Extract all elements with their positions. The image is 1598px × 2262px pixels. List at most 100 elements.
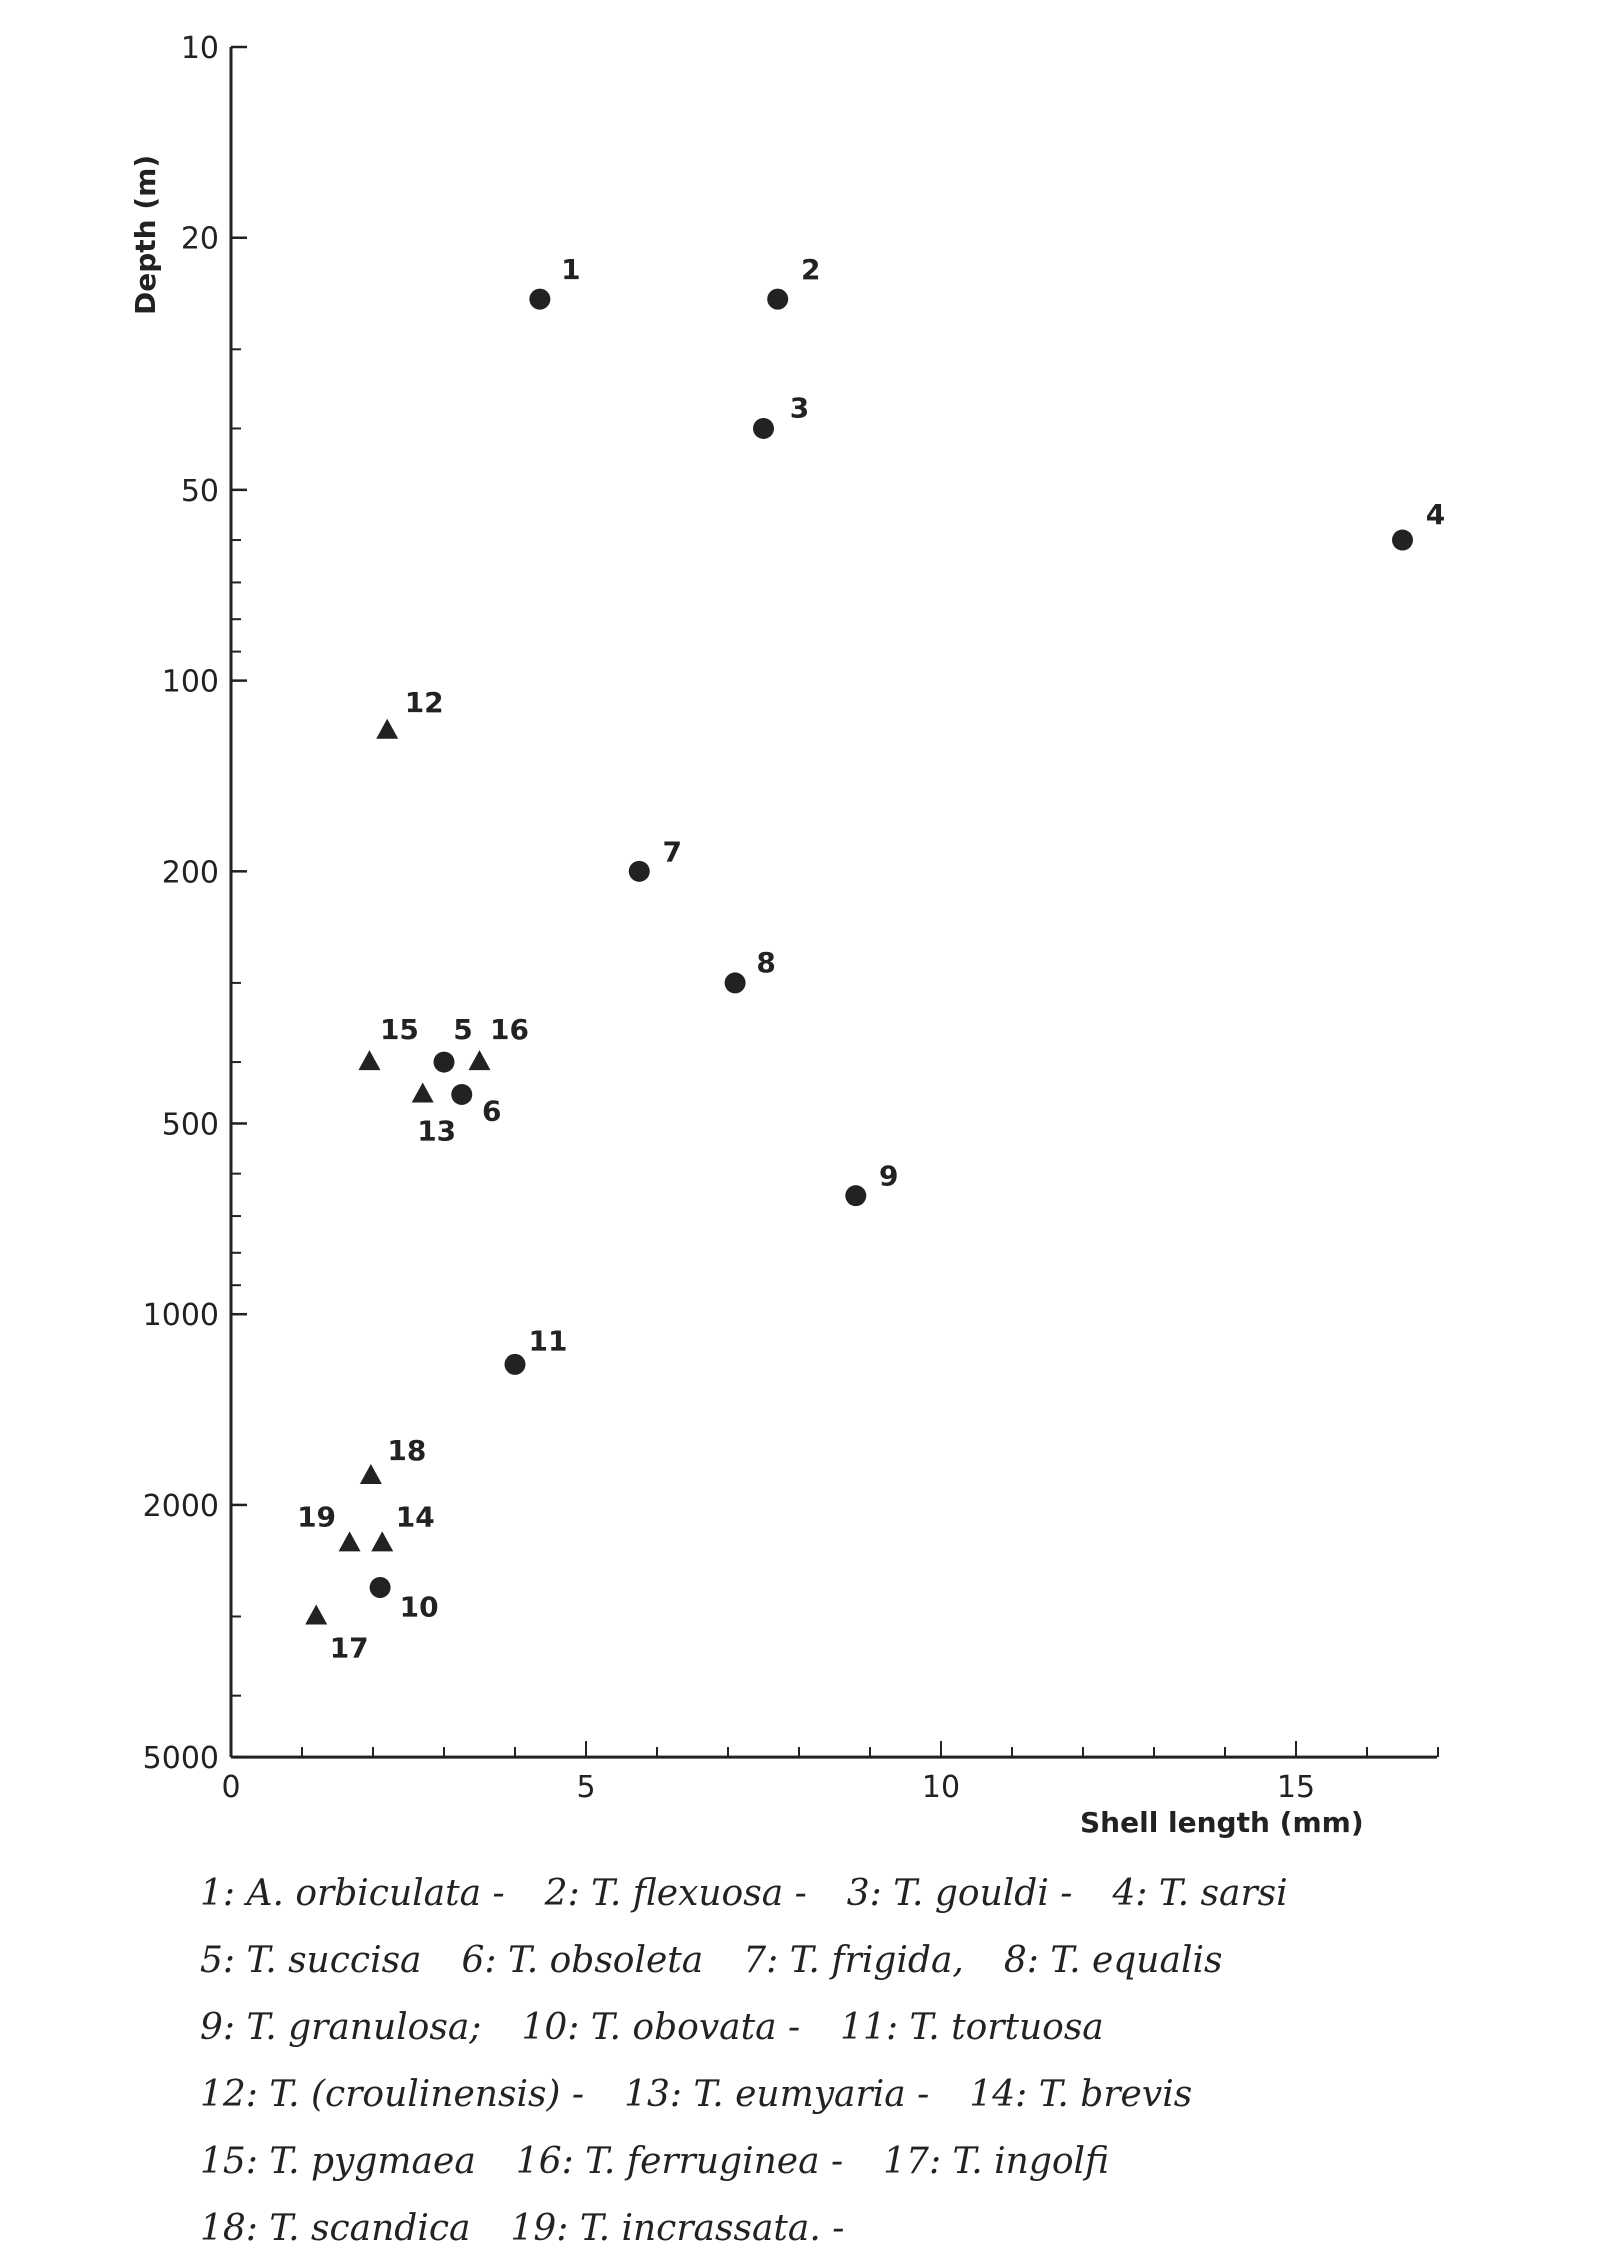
legend-line: 1: A. orbiculata - 2: T. flexuosa - 3: T. … xyxy=(200,1860,1550,1927)
data-point: 17 xyxy=(305,1604,369,1665)
legend-item: 11: T. tortuosa xyxy=(840,2007,1104,2048)
data-point: 12 xyxy=(376,686,444,739)
triangle-marker xyxy=(359,1463,382,1484)
data-point: 1 xyxy=(529,253,581,310)
legend-item: 5: T. succisa xyxy=(200,1940,422,1981)
point-label: 2 xyxy=(801,253,820,286)
point-label: 5 xyxy=(453,1013,472,1046)
point-label: 7 xyxy=(663,835,682,868)
y-tick-label: 20 xyxy=(181,222,219,257)
data-point: 19 xyxy=(297,1500,361,1552)
point-label: 14 xyxy=(396,1500,435,1533)
y-tick-label: 200 xyxy=(162,855,219,890)
legend-line: 18: T. scandica 19: T. incrassata. - xyxy=(200,2195,1550,2262)
point-label: 13 xyxy=(417,1114,456,1147)
legend-item: 1: A. orbiculata - xyxy=(200,1873,505,1914)
circle-marker xyxy=(767,288,789,310)
data-point: 16 xyxy=(468,1013,529,1071)
data-point: 3 xyxy=(753,391,809,439)
legend-item: 13: T. eumyaria - xyxy=(624,2074,930,2115)
point-label: 8 xyxy=(756,946,775,979)
data-point: 18 xyxy=(359,1434,426,1484)
legend-item: 3: T. gouldi - xyxy=(846,1873,1073,1914)
point-label: 3 xyxy=(790,391,809,424)
y-tick-label: 50 xyxy=(181,474,219,509)
handwritten-species-legend: 1: A. orbiculata - 2: T. flexuosa - 3: T. … xyxy=(200,1860,1550,2262)
circle-marker xyxy=(845,1185,867,1207)
legend-line: 15: T. pygmaea 16: T. ferruginea - 17: T. … xyxy=(200,2128,1550,2195)
point-label: 15 xyxy=(380,1013,419,1046)
legend-item: 9: T. granulosa; xyxy=(200,2007,482,2048)
data-point: 7 xyxy=(628,835,682,882)
legend-item: 19: T. incrassata. - xyxy=(510,2208,845,2249)
triangle-marker xyxy=(376,718,399,739)
circle-marker xyxy=(369,1577,391,1599)
legend-item: 8: T. equalis xyxy=(1003,1940,1223,1981)
legend-item: 4: T. sarsi xyxy=(1112,1873,1288,1914)
circle-marker xyxy=(529,288,551,310)
data-point: 9 xyxy=(845,1160,899,1207)
point-label: 11 xyxy=(529,1324,568,1357)
point-label: 18 xyxy=(387,1434,426,1467)
point-label: 16 xyxy=(490,1013,529,1046)
data-point: 5 xyxy=(433,1013,473,1073)
circle-marker xyxy=(724,972,746,994)
x-tick-label: 10 xyxy=(922,1770,960,1805)
triangle-marker xyxy=(358,1050,381,1071)
legend-item: 2: T. flexuosa - xyxy=(544,1873,807,1914)
data-point: 11 xyxy=(504,1324,568,1375)
point-label: 1 xyxy=(561,253,580,286)
data-point: 14 xyxy=(371,1500,435,1552)
point-label: 12 xyxy=(405,686,444,719)
circle-marker xyxy=(433,1051,455,1073)
legend-item: 12: T. (croulinensis) - xyxy=(200,2074,585,2115)
point-label: 19 xyxy=(297,1500,336,1533)
y-tick-label: 100 xyxy=(162,665,219,700)
x-tick-label: 0 xyxy=(221,1770,240,1805)
legend-line: 5: T. succisa 6: T. obsoleta 7: T. frigida… xyxy=(200,1927,1550,1994)
x-axis-title: Shell length (mm) xyxy=(1080,1806,1364,1839)
legend-item: 10: T. obovata - xyxy=(521,2007,801,2048)
triangle-marker xyxy=(305,1604,328,1625)
data-point: 15 xyxy=(358,1013,419,1071)
y-tick-label: 5000 xyxy=(143,1741,219,1776)
y-tick-label: 1000 xyxy=(143,1298,219,1333)
legend-item: 17: T. ingolfi xyxy=(883,2141,1110,2182)
point-label: 4 xyxy=(1426,498,1445,531)
circle-marker xyxy=(451,1083,473,1105)
legend-item: 16: T. ferruginea - xyxy=(515,2141,844,2182)
x-tick-label: 15 xyxy=(1277,1770,1315,1805)
data-point: 2 xyxy=(767,253,820,310)
legend-item: 7: T. frigida, xyxy=(743,1940,964,1981)
y-tick-label: 500 xyxy=(162,1107,219,1142)
data-point: 8 xyxy=(724,946,776,994)
data-point: 10 xyxy=(369,1577,439,1624)
legend-item: 18: T. scandica xyxy=(200,2208,471,2249)
circle-marker xyxy=(504,1353,526,1375)
legend-line: 12: T. (croulinensis) - 13: T. eumyaria -… xyxy=(200,2061,1550,2128)
y-tick-label: 10 xyxy=(181,31,219,66)
point-label: 6 xyxy=(482,1094,501,1127)
triangle-marker xyxy=(468,1050,491,1071)
y-tick-label: 2000 xyxy=(143,1489,219,1524)
y-axis-title: Depth (m) xyxy=(129,155,162,315)
data-point: 13 xyxy=(411,1082,456,1147)
legend-item: 14: T. brevis xyxy=(969,2074,1193,2115)
point-label: 10 xyxy=(400,1591,439,1624)
triangle-marker xyxy=(338,1531,361,1552)
circle-marker xyxy=(753,417,774,439)
x-tick-label: 5 xyxy=(576,1770,595,1805)
circle-marker xyxy=(628,860,650,882)
point-label: 17 xyxy=(330,1632,369,1665)
legend-item: 6: T. obsoleta xyxy=(461,1940,704,1981)
legend-item: 15: T. pygmaea xyxy=(200,2141,476,2182)
triangle-marker xyxy=(371,1531,394,1552)
circle-marker xyxy=(1392,529,1413,551)
data-point: 6 xyxy=(451,1083,501,1127)
triangle-marker xyxy=(411,1082,434,1103)
point-label: 9 xyxy=(879,1160,898,1193)
data-point: 4 xyxy=(1392,498,1445,551)
